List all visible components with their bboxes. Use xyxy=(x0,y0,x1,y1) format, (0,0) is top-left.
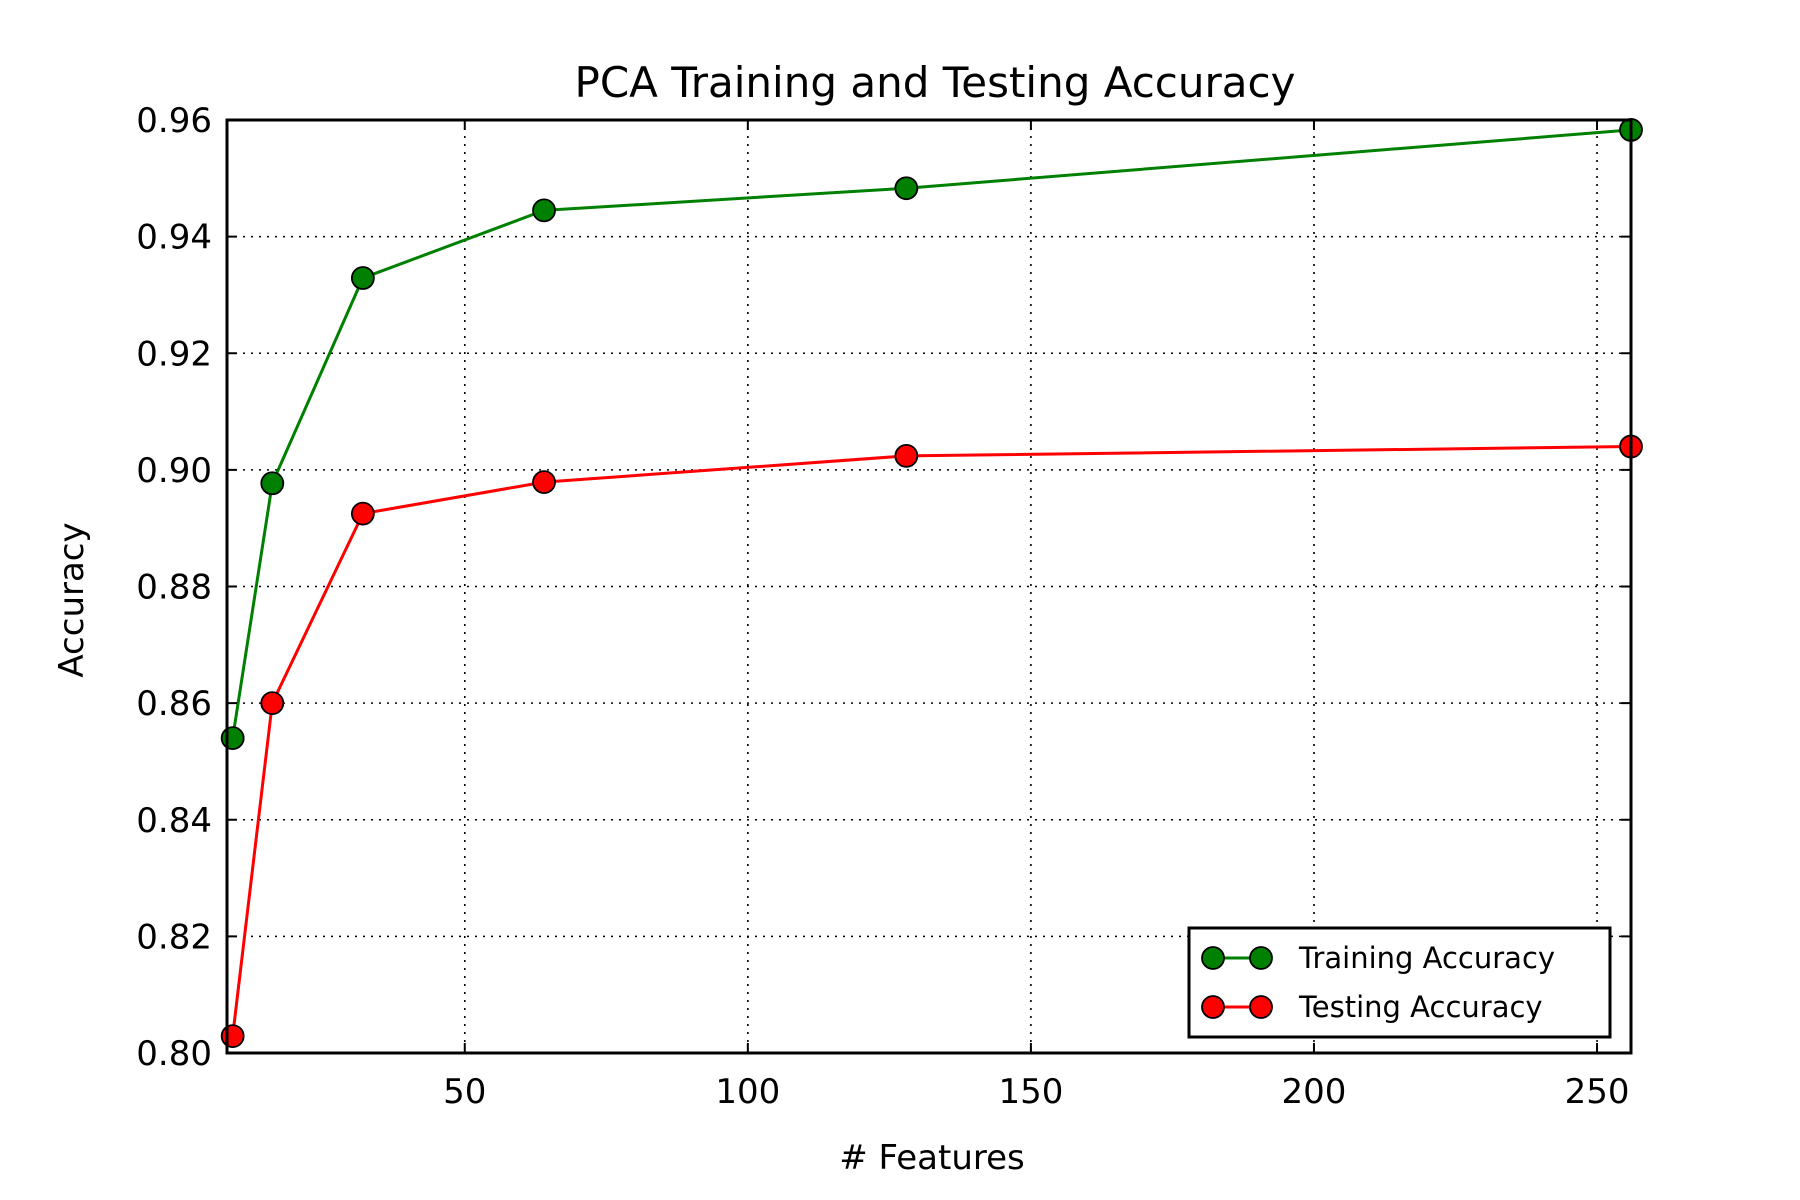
y-tick-label: 0.84 xyxy=(136,801,212,841)
y-tick-label: 0.94 xyxy=(136,218,212,258)
data-point xyxy=(220,726,245,751)
data-point xyxy=(260,471,285,496)
legend-marker xyxy=(1201,995,1225,1019)
series-layer xyxy=(220,118,1643,1048)
data-point xyxy=(532,470,556,495)
y-tick-label: 0.88 xyxy=(136,568,212,608)
series-line xyxy=(231,128,1632,739)
legend-entry: Training Accuracy xyxy=(1201,941,1555,975)
legend-box xyxy=(1187,926,1612,1039)
x-tick-label: 100 xyxy=(715,1072,780,1112)
y-tick-label: 0.92 xyxy=(136,334,212,374)
data-point xyxy=(894,443,919,468)
legend-entry: Testing Accuracy xyxy=(1201,990,1543,1024)
grid xyxy=(227,119,1631,1054)
axis-ticks: 50 100 150 200 250 0.80 0.82 0.84 0.86 0.88 0.90 0.… xyxy=(136,101,1631,1112)
data-point xyxy=(532,198,556,223)
y-tick-label: 0.90 xyxy=(136,451,212,491)
x-tick-label: 150 xyxy=(998,1072,1063,1112)
chart-title: PCA Training and Testing Accuracy xyxy=(575,58,1296,107)
legend-marker xyxy=(1249,946,1273,970)
data-point xyxy=(894,176,919,201)
y-tick-label: 0.82 xyxy=(136,917,212,957)
series-0 xyxy=(220,118,1643,751)
data-point xyxy=(350,266,375,290)
legend-label: Testing Accuracy xyxy=(1298,990,1543,1024)
legend-marker xyxy=(1201,946,1225,970)
data-point xyxy=(220,1024,245,1048)
x-tick-label: 200 xyxy=(1282,1072,1347,1112)
legend-label: Training Accuracy xyxy=(1298,941,1555,975)
series-line xyxy=(231,445,1632,1037)
legend-marker xyxy=(1249,995,1273,1019)
y-tick-label: 0.96 xyxy=(136,101,212,141)
data-point xyxy=(350,501,375,526)
y-axis-label: Accuracy xyxy=(52,522,92,677)
x-tick-label: 50 xyxy=(443,1072,486,1112)
data-point xyxy=(260,691,285,716)
x-tick-label: 250 xyxy=(1565,1072,1630,1112)
x-axis-label: # Features xyxy=(839,1138,1025,1178)
legend: Training Accuracy Testing Accuracy xyxy=(1187,926,1612,1039)
y-tick-label: 0.86 xyxy=(136,684,212,724)
y-tick-label: 0.80 xyxy=(136,1034,212,1074)
